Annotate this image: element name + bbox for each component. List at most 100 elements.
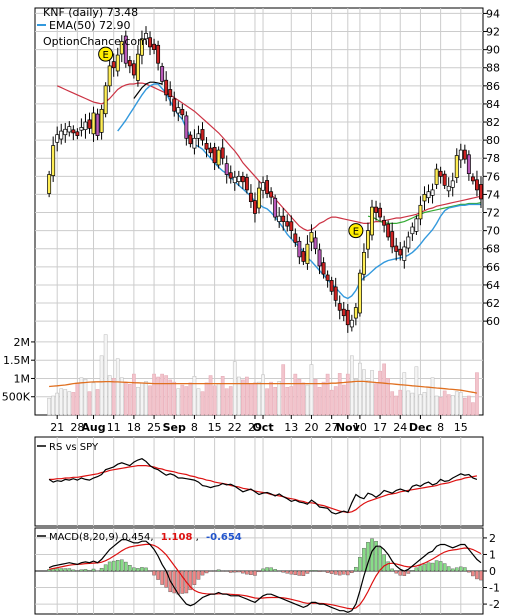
macd-histogram-bar: [277, 570, 281, 572]
macd-histogram-bar: [152, 570, 156, 576]
price-tick-label: 70: [486, 225, 500, 238]
macd-histogram-bar: [422, 563, 427, 572]
volume-bar: [87, 391, 92, 416]
price-tick-label: 66: [486, 261, 500, 274]
macd-tick-label: 2: [489, 532, 496, 545]
macd-histogram-bar: [241, 570, 245, 574]
volume-bar: [378, 370, 382, 416]
price-tick-label: 76: [486, 170, 500, 183]
candle-body: [361, 252, 366, 275]
macd-histogram-bar: [124, 561, 128, 572]
volume-bar: [382, 363, 386, 416]
candle-body: [216, 149, 221, 166]
date-tick-label: Nov: [336, 421, 361, 434]
candle-body: [357, 272, 362, 314]
macd-histogram-bar: [374, 541, 378, 572]
volume-average-line: [49, 380, 478, 394]
candle-body: [160, 66, 165, 82]
price-tick-label: 94: [486, 7, 500, 20]
macd-histogram-bar: [115, 560, 120, 572]
candle-body: [75, 131, 80, 136]
candle-body: [374, 206, 378, 213]
price-panel: EE 949290888684828078767472706866646260 …: [2, 6, 500, 434]
rs-grid: [56, 437, 462, 526]
macd-histogram-bar: [265, 567, 269, 572]
candle-body: [479, 184, 483, 200]
macd-histogram-bar: [119, 559, 124, 572]
volume-bar: [212, 385, 217, 416]
volume-bar: [168, 379, 173, 416]
watermark: OptionChance.com: [43, 35, 148, 48]
volume-bar: [265, 388, 269, 416]
candle-body: [244, 177, 249, 191]
volume-bar: [75, 382, 80, 416]
volume-bar: [390, 391, 395, 416]
volume-bar: [47, 397, 51, 416]
macd-histogram-bar: [261, 568, 265, 572]
macd-histogram: [47, 538, 483, 595]
macd-histogram-bar: [358, 557, 362, 572]
macd-histogram-bar: [394, 570, 399, 574]
earnings-marker-label: E: [353, 227, 359, 238]
macd-histogram-bar: [325, 570, 330, 573]
candle-body: [418, 204, 423, 220]
candle-body: [410, 226, 415, 235]
price-tick-label: 68: [486, 243, 500, 256]
macd-histogram-bar: [414, 567, 419, 572]
date-tick-label: Sep: [163, 421, 186, 434]
ma-green-line: [367, 202, 482, 224]
volume-bar: [321, 381, 326, 416]
volume-bar: [115, 358, 120, 416]
macd-histogram-bar: [321, 570, 326, 572]
macd-histogram-bar: [479, 570, 483, 581]
volume-tick-label: 500K: [2, 391, 31, 404]
candle-body: [426, 191, 431, 199]
volume-bar: [386, 378, 391, 416]
macd-histogram-bar: [95, 570, 100, 572]
candle-body: [152, 43, 157, 50]
macd-histogram-bar: [128, 565, 132, 572]
volume-bar: [450, 395, 455, 416]
macd-histogram-bar: [257, 570, 261, 573]
macd-histogram-bar: [454, 567, 459, 572]
candle-body: [390, 231, 395, 248]
price-tick-label: 64: [486, 279, 500, 292]
macd-histogram-bar: [204, 570, 209, 574]
candle-body: [91, 112, 96, 135]
volume-bar: [309, 364, 314, 416]
volume-bar: [273, 386, 277, 416]
macd-histogram-bar: [406, 570, 411, 574]
macd-histogram-bar: [402, 570, 407, 576]
volume-bar: [354, 378, 358, 416]
macd-histogram-bar: [224, 570, 229, 572]
ma-black-line: [133, 81, 163, 99]
volume-bar: [224, 388, 229, 416]
candle-body: [430, 189, 435, 196]
volume-bar: [91, 382, 96, 416]
candle-body: [79, 127, 84, 131]
macd-histogram-bar: [249, 570, 253, 576]
volume-bar: [216, 383, 221, 416]
candle-body: [273, 197, 278, 218]
candlesticks: [47, 26, 483, 333]
price-tick-label: 62: [486, 297, 500, 310]
candle-body: [59, 130, 64, 140]
candle-body: [47, 174, 52, 194]
date-tick-label: 11: [107, 421, 121, 434]
candle-body: [382, 219, 387, 226]
candle-body: [107, 65, 112, 87]
macd-histogram-bar: [79, 569, 84, 572]
date-tick-label: 15: [454, 421, 468, 434]
rs-line: [48, 458, 478, 515]
volume-bar: [454, 391, 459, 416]
candle-body: [349, 319, 354, 328]
volume-bar: [370, 370, 374, 416]
volume-bar: [188, 382, 193, 416]
candle-body: [248, 192, 253, 203]
candle-body: [370, 206, 374, 236]
candle-body: [438, 170, 443, 177]
candle-body: [240, 175, 245, 183]
candle-body: [148, 37, 152, 48]
volume-bar: [236, 376, 241, 416]
volume-axis: 2M 1.5M 1M 500K: [2, 336, 35, 404]
